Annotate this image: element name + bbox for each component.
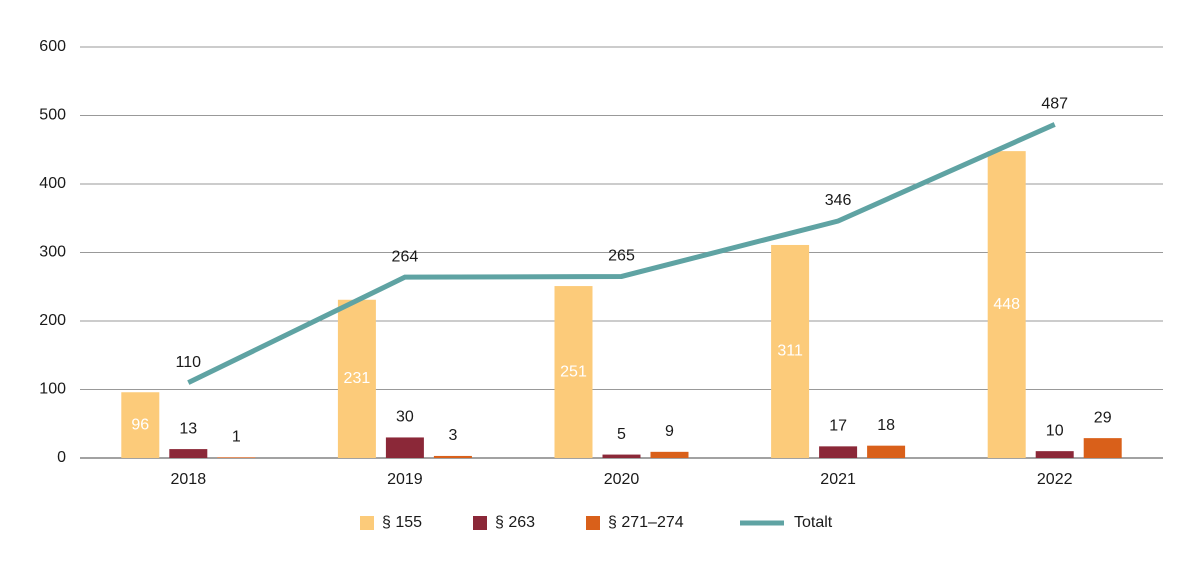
value-label: 448 <box>993 296 1020 313</box>
bar <box>121 392 160 458</box>
bar <box>337 299 376 458</box>
value-label: 5 <box>617 426 626 443</box>
value-label: 30 <box>396 409 414 426</box>
y-tick-label: 100 <box>39 381 66 398</box>
value-label: 96 <box>131 416 149 433</box>
bar <box>433 455 472 458</box>
y-tick-label: 600 <box>39 38 66 55</box>
bar <box>650 451 689 458</box>
x-tick-label: 2019 <box>387 471 423 488</box>
line-label: 110 <box>176 354 202 371</box>
line-label: 487 <box>1041 96 1068 113</box>
line-label: 265 <box>608 248 635 265</box>
line-label: 346 <box>825 192 852 209</box>
y-tick-label: 500 <box>39 107 66 124</box>
bar <box>1035 451 1074 458</box>
bar <box>217 457 256 458</box>
line <box>187 122 1056 385</box>
x-tick-label: 2018 <box>171 471 207 488</box>
y-tick-label: 0 <box>57 449 66 466</box>
value-label: 29 <box>1094 409 1112 426</box>
bar <box>602 454 641 458</box>
y-tick-label: 300 <box>39 244 66 261</box>
legend-swatch <box>586 516 600 530</box>
legend-swatch <box>360 516 374 530</box>
legend-label: § 155 <box>382 514 422 531</box>
value-label: 251 <box>560 363 587 380</box>
legend-label: § 263 <box>495 514 535 531</box>
value-label: 17 <box>829 418 847 435</box>
bar <box>169 449 208 458</box>
value-label: 311 <box>777 343 803 360</box>
value-label: 10 <box>1046 422 1064 439</box>
legend-label: Totalt <box>794 514 833 531</box>
value-label: 9 <box>665 423 674 440</box>
bar <box>987 151 1026 458</box>
legend-swatch <box>473 516 487 530</box>
x-tick-label: 2020 <box>604 471 640 488</box>
bar <box>819 446 858 458</box>
bar <box>867 445 906 458</box>
value-label: 13 <box>179 420 197 437</box>
x-tick-label: 2022 <box>1037 471 1073 488</box>
legend-label: § 271–274 <box>608 514 684 531</box>
value-label: 18 <box>877 417 895 434</box>
bar <box>771 244 810 458</box>
x-tick-label: 2021 <box>820 471 856 488</box>
y-tick-label: 200 <box>39 312 66 329</box>
bar <box>554 286 593 458</box>
y-tick-label: 400 <box>39 175 66 192</box>
value-label: 3 <box>448 427 457 444</box>
line-label: 264 <box>392 248 419 265</box>
bar <box>385 437 424 458</box>
value-label: 231 <box>344 370 371 387</box>
bar <box>1083 438 1122 458</box>
value-label: 1 <box>232 429 241 446</box>
